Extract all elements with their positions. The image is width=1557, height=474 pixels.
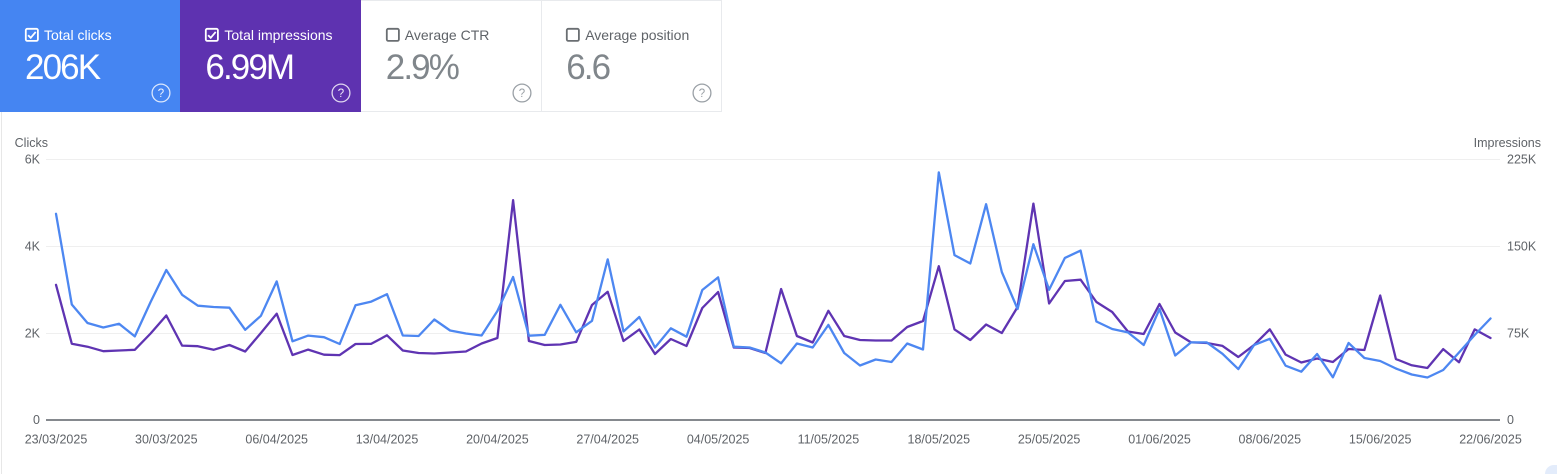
svg-text:?: ?: [338, 88, 344, 100]
svg-text:04/05/2025: 04/05/2025: [687, 433, 750, 447]
svg-text:Clicks: Clicks: [15, 136, 48, 150]
svg-text:15/06/2025: 15/06/2025: [1349, 433, 1412, 447]
svg-text:25/05/2025: 25/05/2025: [1018, 433, 1081, 447]
svg-text:225K: 225K: [1507, 153, 1537, 167]
svg-text:23/03/2025: 23/03/2025: [25, 433, 88, 447]
svg-text:22/06/2025: 22/06/2025: [1459, 433, 1522, 447]
svg-text:?: ?: [699, 88, 705, 100]
svg-text:08/06/2025: 08/06/2025: [1239, 433, 1302, 447]
svg-text:Impressions: Impressions: [1474, 136, 1541, 150]
svg-text:18/05/2025: 18/05/2025: [908, 433, 971, 447]
svg-text:11/05/2025: 11/05/2025: [798, 433, 860, 447]
svg-text:13/04/2025: 13/04/2025: [356, 433, 419, 447]
svg-text:4K: 4K: [25, 240, 41, 254]
svg-text:6K: 6K: [25, 153, 41, 167]
svg-text:06/04/2025: 06/04/2025: [245, 433, 308, 447]
svg-text:75K: 75K: [1507, 327, 1530, 341]
svg-text:20/04/2025: 20/04/2025: [466, 433, 529, 447]
svg-text:0: 0: [1507, 413, 1514, 427]
svg-text:?: ?: [158, 88, 164, 100]
svg-text:150K: 150K: [1507, 240, 1537, 254]
svg-text:2K: 2K: [25, 327, 41, 341]
svg-text:0: 0: [33, 413, 40, 427]
svg-text:?: ?: [519, 88, 525, 100]
svg-text:27/04/2025: 27/04/2025: [576, 433, 639, 447]
svg-text:30/03/2025: 30/03/2025: [135, 433, 198, 447]
svg-text:01/06/2025: 01/06/2025: [1128, 433, 1191, 447]
